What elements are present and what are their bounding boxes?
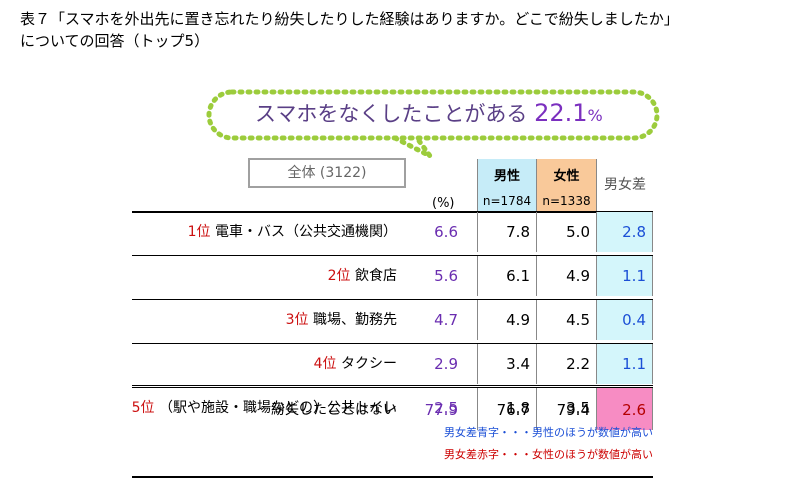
cell-total: 2.9 xyxy=(434,355,458,373)
row-label: 紛失したことはない xyxy=(271,390,397,430)
row-label-text: タクシー xyxy=(341,356,397,372)
table-rule xyxy=(132,385,653,388)
row-rank: 5位 xyxy=(131,400,159,416)
note-red: 男女差赤字・・・女性のほうが数値が高い xyxy=(444,448,653,461)
cell-female: 4.5 xyxy=(537,300,597,340)
cell-female: 4.9 xyxy=(537,256,597,296)
cell-total: 5.6 xyxy=(434,267,458,285)
cell-male: 7.8 xyxy=(477,212,537,252)
cell-female: 5.0 xyxy=(537,212,597,252)
cell-male: 6.1 xyxy=(477,256,537,296)
table-rule xyxy=(132,255,653,256)
female-header-n: n=1338 xyxy=(542,194,591,208)
table-row: 紛失したことはない 77.9 76.7 79.4 2.6 xyxy=(132,390,653,434)
male-column-header: 男性 n=1784 xyxy=(477,159,537,211)
table-row: 4位 タクシー 2.9 3.4 2.2 1.1 xyxy=(132,344,653,388)
chart-title: 表７「スマホを外出先に置き忘れたり紛失したりした経験はありますか。どこで紛失しま… xyxy=(20,8,679,52)
male-header-n: n=1784 xyxy=(482,194,532,208)
row-label: 5位 （駅や施設・職場などの）公共トイレ xyxy=(132,388,397,428)
cell-male: 4.9 xyxy=(477,300,537,340)
row-label-text: 職場、勤務先 xyxy=(313,312,397,328)
row-label: 1位 電車・バス（公共交通機関） xyxy=(188,212,397,252)
cell-diff: 1.1 xyxy=(597,256,653,296)
row-label-text: 電車・バス（公共交通機関） xyxy=(215,224,397,240)
callout-label: スマホをなくしたことがある xyxy=(255,102,528,126)
cell-female: 79.4 xyxy=(537,390,597,430)
cell-diff: 2.8 xyxy=(597,212,653,252)
title-line-1: 表７「スマホを外出先に置き忘れたり紛失したりした経験はありますか。どこで紛失しま… xyxy=(20,10,679,28)
row-rank: 4位 xyxy=(313,356,341,372)
female-header-label: 女性 xyxy=(553,169,580,184)
cell-total: 6.6 xyxy=(434,223,458,241)
cell-diff: 1.1 xyxy=(597,344,653,384)
cell-total: 77.9 xyxy=(424,401,458,419)
row-label-text: 飲食店 xyxy=(355,268,397,284)
row-rank: 2位 xyxy=(327,268,355,284)
table-rule xyxy=(132,476,653,478)
cell-diff: 0.4 xyxy=(597,300,653,340)
row-label: 3位 職場、勤務先 xyxy=(286,300,397,340)
diff-column-header: 男女差 xyxy=(604,177,646,193)
male-header-label: 男性 xyxy=(493,169,520,184)
table-row: 1位 電車・バス（公共交通機関） 6.6 7.8 5.0 2.8 xyxy=(132,212,653,256)
cell-total: 2.5 xyxy=(434,399,458,417)
cell-male: 76.7 xyxy=(477,390,537,430)
row-rank: 3位 xyxy=(285,312,313,328)
total-column-header: 全体 (3122) xyxy=(248,158,406,188)
female-column-header: 女性 n=1338 xyxy=(537,159,597,211)
row-label-text: 紛失したことはない xyxy=(271,402,397,418)
row-label: 2位 飲食店 xyxy=(328,256,397,296)
cell-diff: 2.6 xyxy=(597,390,653,430)
table-rule xyxy=(132,299,653,300)
table-rule xyxy=(132,343,653,344)
row-rank: 1位 xyxy=(187,224,215,240)
note-blue: 男女差青字・・・男性のほうが数値が高い xyxy=(444,426,653,439)
row-label-text: （駅や施設・職場などの）公共トイレ xyxy=(159,400,397,416)
cell-female: 2.2 xyxy=(537,344,597,384)
table-row: 3位 職場、勤務先 4.7 4.9 4.5 0.4 xyxy=(132,300,653,344)
cell-male: 3.4 xyxy=(477,344,537,384)
callout-text: スマホをなくしたことがある 22.1% xyxy=(255,98,603,128)
table-row: 2位 飲食店 5.6 6.1 4.9 1.1 xyxy=(132,256,653,300)
table-rule xyxy=(132,211,653,213)
callout-bubble xyxy=(206,89,660,159)
row-label: 4位 タクシー xyxy=(314,344,397,384)
percent-unit-label: (%) xyxy=(432,196,455,211)
callout-value: 22.1 xyxy=(534,99,588,127)
title-line-2: についての回答（トップ5） xyxy=(20,32,210,50)
callout-unit: % xyxy=(587,106,603,125)
cell-total: 4.7 xyxy=(434,311,458,329)
